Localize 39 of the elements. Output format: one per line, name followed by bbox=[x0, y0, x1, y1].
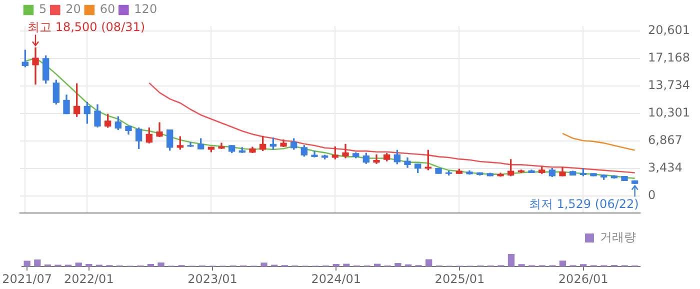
bar bbox=[518, 264, 525, 267]
bar bbox=[24, 260, 30, 267]
annotation: 최고 18,500 (08/31) bbox=[28, 20, 146, 34]
y-tick-label: 13,734 bbox=[648, 78, 690, 92]
candlestick bbox=[476, 172, 484, 176]
annotation: 최저 1,529 (06/22) bbox=[528, 196, 639, 211]
bar bbox=[147, 264, 154, 267]
x-tick-label: 2026/01 bbox=[558, 272, 608, 286]
x-tick-label: 2023/01 bbox=[188, 272, 238, 286]
y-tick-label: 3,434 bbox=[648, 160, 682, 175]
legend-label: 120 bbox=[134, 2, 158, 16]
legend-label: 20 bbox=[66, 2, 81, 16]
y-tick-label: 6,867 bbox=[648, 133, 682, 148]
x-tick-label: 2025/01 bbox=[434, 272, 485, 286]
bar bbox=[75, 262, 82, 267]
bar bbox=[580, 264, 587, 267]
bar bbox=[260, 262, 268, 267]
candlestick bbox=[621, 176, 628, 182]
candlestick bbox=[435, 168, 442, 174]
legend-label: 거래량 bbox=[600, 230, 636, 244]
x-tick-label: 2021/07 bbox=[2, 272, 52, 286]
x-tick-label: 2022/01 bbox=[64, 272, 114, 286]
bar bbox=[86, 264, 92, 267]
bar bbox=[508, 254, 515, 267]
bar bbox=[158, 262, 164, 267]
legend-label: 5 bbox=[39, 2, 47, 16]
bar bbox=[343, 264, 350, 267]
bar bbox=[426, 259, 432, 267]
legend-label: 60 bbox=[100, 2, 116, 16]
y-tick-label: 17,168 bbox=[648, 50, 690, 64]
bar bbox=[332, 264, 340, 267]
candlestick bbox=[590, 173, 597, 176]
y-tick-label: 0 bbox=[648, 188, 656, 202]
bar bbox=[559, 260, 566, 267]
bar bbox=[394, 262, 402, 267]
y-tick-label: 10,301 bbox=[648, 106, 690, 120]
x-tick-label: 2024/01 bbox=[311, 272, 362, 286]
y-tick-label: 20,601 bbox=[648, 22, 690, 37]
bar bbox=[34, 259, 41, 267]
